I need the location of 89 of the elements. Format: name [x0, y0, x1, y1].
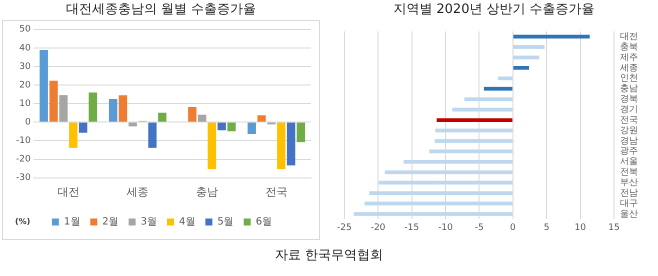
bar — [108, 98, 118, 122]
legend-label: 6월 — [256, 216, 272, 228]
y-tick-label: 충북 — [620, 42, 638, 52]
y-tick-label: 충남 — [620, 84, 638, 94]
y-tick-label: 경기 — [620, 104, 638, 115]
x-tick-label: 15 — [608, 222, 620, 233]
x-tick-label: -10 — [438, 222, 454, 233]
y-tick-label: 0 — [24, 117, 31, 128]
y-tick-label: 서울 — [620, 157, 638, 168]
bar — [148, 122, 157, 148]
y-tick-label: -20 — [16, 154, 31, 165]
legend-label: 1월 — [64, 216, 80, 228]
x-tick-label: -5 — [474, 222, 484, 233]
bar — [208, 122, 216, 170]
bar — [248, 122, 256, 134]
bar — [435, 128, 512, 132]
bar — [452, 108, 512, 112]
y-tick-label: 50 — [19, 24, 31, 35]
y-tick-label: 전북 — [620, 168, 638, 178]
y-tick-label: 경북 — [620, 94, 638, 105]
bar — [513, 34, 590, 38]
legend-label: 5월 — [217, 216, 234, 228]
bar — [40, 50, 48, 122]
text: 자료 한국무역협회 — [274, 247, 384, 264]
y-tick-label: 세종 — [620, 63, 638, 74]
bar — [128, 122, 137, 126]
y-tick-label: 강원 — [620, 126, 638, 136]
y-tick-label: 대전 — [620, 32, 638, 42]
y-tick-label: -10 — [16, 136, 31, 146]
y-tick-label: 제주 — [620, 52, 638, 63]
y-tick-label: -30 — [16, 173, 31, 184]
x-tick-label: 세종 — [126, 185, 149, 198]
bar — [464, 97, 512, 102]
bar — [218, 122, 226, 130]
bar — [378, 180, 512, 185]
bar — [369, 191, 512, 195]
bar — [59, 95, 68, 122]
bar — [198, 114, 206, 122]
bar — [188, 106, 196, 122]
bar — [296, 122, 306, 142]
bar — [88, 92, 98, 122]
y-tick-label: 30 — [19, 62, 31, 72]
bar — [286, 122, 296, 166]
y-tick-label: 20 — [19, 80, 31, 90]
x-tick-label: 10 — [574, 222, 586, 233]
bar — [513, 66, 530, 70]
legend-label: 4월 — [179, 216, 196, 228]
y-axis-title: (%) — [15, 217, 30, 226]
x-tick-label: 충남 — [196, 185, 218, 198]
bar — [429, 150, 512, 154]
bar — [484, 86, 512, 91]
y-tick-label: 대구 — [620, 198, 638, 209]
bar — [49, 80, 58, 122]
bar — [118, 95, 128, 122]
bar — [434, 139, 512, 143]
y-tick-label: 울산 — [620, 209, 638, 220]
bar — [364, 202, 512, 206]
legend-label: 2월 — [102, 216, 119, 228]
bar — [158, 112, 166, 122]
x-tick-label: 전국 — [265, 185, 288, 198]
x-tick-label: -15 — [404, 222, 420, 233]
y-tick-label: 40 — [19, 43, 31, 54]
bar — [277, 122, 286, 170]
bar — [227, 122, 236, 132]
y-tick-label: 전남 — [620, 188, 638, 198]
chart-title: 대전세종충남의 월별 수출증가율 — [64, 1, 258, 19]
chart-title: 지역별 2020년 상반기 수출증가율 — [392, 1, 596, 19]
y-tick-label: 전국 — [620, 115, 638, 126]
bar — [498, 76, 512, 80]
x-tick-label: 5 — [544, 222, 550, 233]
bar — [513, 56, 540, 60]
x-tick-label: -25 — [337, 222, 352, 233]
bar — [513, 45, 545, 49]
bar — [436, 118, 512, 122]
x-tick-label: -20 — [370, 222, 386, 233]
bar — [404, 160, 512, 164]
bar — [384, 170, 512, 174]
x-tick-label: 0 — [510, 222, 516, 233]
bar — [78, 122, 88, 133]
bar — [257, 115, 266, 122]
y-tick-label: 인천 — [620, 74, 638, 84]
bar — [354, 212, 512, 216]
y-tick-label: 광주 — [620, 146, 638, 157]
legend-label: 3월 — [140, 216, 158, 228]
x-tick-label: 대전 — [57, 185, 80, 198]
y-tick-label: 경남 — [620, 136, 638, 146]
y-tick-label: 10 — [19, 98, 31, 109]
y-tick-label: 부산 — [620, 178, 638, 188]
bar — [69, 122, 78, 148]
